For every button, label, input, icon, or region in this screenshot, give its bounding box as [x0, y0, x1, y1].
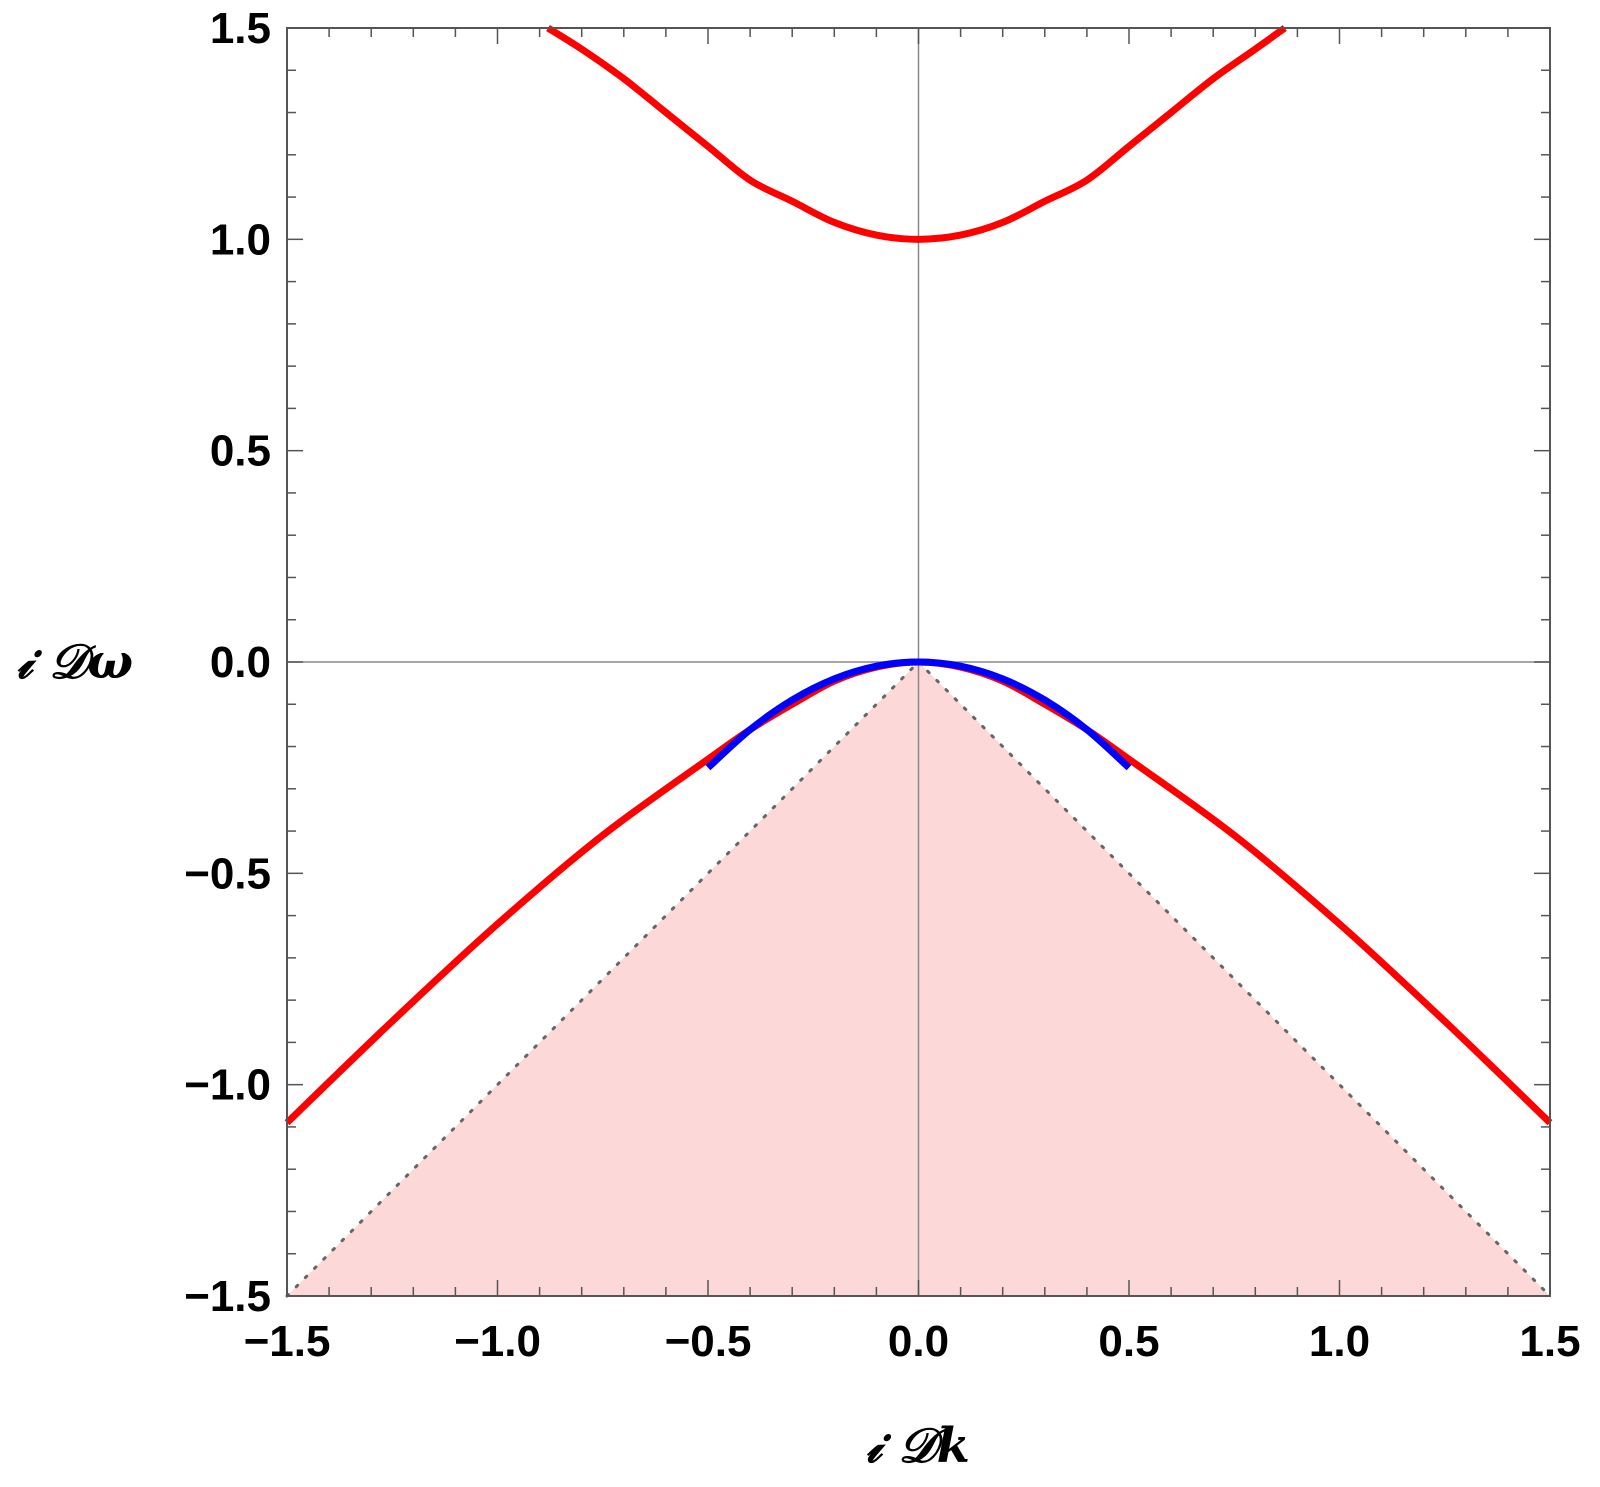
- y-tick-label: 1.5: [210, 4, 271, 53]
- ticks-layer: [286, 27, 1551, 1297]
- y-tick-label: −1.5: [184, 1272, 271, 1321]
- y-tick-label: −1.0: [184, 1061, 271, 1110]
- y-tick-label: 0.5: [210, 427, 271, 476]
- x-tick-labels: −1.5 −1.0 −0.5 0.0 0.5 1.0 1.5: [244, 1317, 1581, 1366]
- x-tick-label: 0.5: [1098, 1317, 1159, 1366]
- approximation-curve: [705, 658, 1132, 771]
- y-tick-label: 1.0: [210, 215, 271, 264]
- upper-branch-curve: [546, 25, 1287, 243]
- x-tick-label: 1.5: [1519, 1317, 1580, 1366]
- y-tick-label: 0.0: [210, 638, 271, 687]
- y-axis-title: 𝒾 𝒟ω: [17, 634, 133, 690]
- y-tick-label: −0.5: [184, 849, 271, 898]
- plot-frame: [286, 27, 1551, 1297]
- x-tick-label: −0.5: [665, 1317, 752, 1366]
- x-tick-label: −1.5: [244, 1317, 331, 1366]
- x-axis-title: 𝒾 𝒟k: [866, 1418, 970, 1474]
- x-tick-label: 1.0: [1309, 1317, 1370, 1366]
- series-layer: [284, 25, 1553, 1126]
- x-tick-label: −1.0: [454, 1317, 541, 1366]
- x-tick-label: 0.0: [888, 1317, 949, 1366]
- y-tick-labels: −1.5 −1.0 −0.5 0.0 0.5 1.0 1.5: [184, 4, 271, 1321]
